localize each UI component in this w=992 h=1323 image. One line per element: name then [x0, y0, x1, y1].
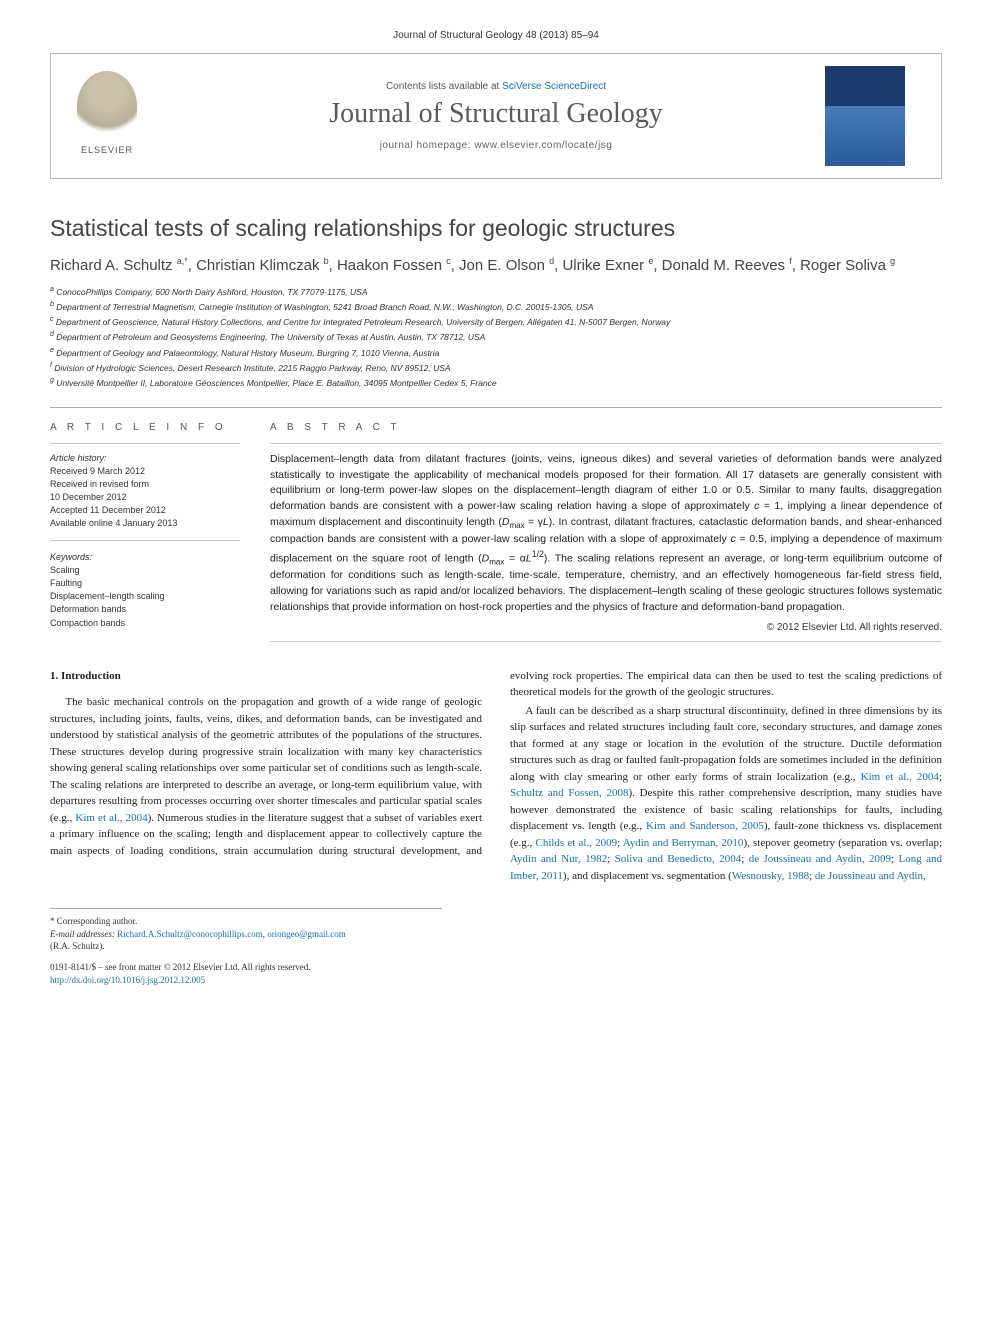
citation-link[interactable]: Kim et al., 2004 — [75, 812, 147, 824]
divider — [270, 641, 942, 642]
publisher-logo: ELSEVIER — [67, 71, 147, 161]
journal-name: Journal of Structural Geology — [183, 98, 809, 130]
abstract-column: A B S T R A C T Displacement–length data… — [270, 422, 942, 642]
history-line: Received 9 March 2012 — [50, 465, 240, 478]
text: ; — [891, 853, 899, 865]
email-link[interactable]: Richard.A.Schultz@conocophillips.com — [117, 929, 263, 939]
citation-link[interactable]: Soliva and Benedicto, 2004 — [615, 853, 742, 865]
section-heading: 1. Introduction — [50, 668, 482, 685]
affiliation-line: g Université Montpellier II, Laboratoire… — [50, 375, 942, 389]
affiliation-line: d Department of Petroleum and Geosystems… — [50, 329, 942, 343]
email-link[interactable]: oriongeo@gmail.com — [267, 929, 346, 939]
homepage-prefix: journal homepage: — [380, 140, 475, 151]
text: ; — [939, 771, 942, 783]
contents-line: Contents lists available at SciVerse Sci… — [183, 81, 809, 92]
article-title: Statistical tests of scaling relationshi… — [50, 215, 942, 242]
article-footer: 0191-8141/$ – see front matter © 2012 El… — [50, 961, 942, 986]
divider — [50, 407, 942, 408]
elsevier-tree-icon — [77, 71, 137, 141]
text: ; — [607, 853, 615, 865]
affiliation-line: e Department of Geology and Palaeontolog… — [50, 345, 942, 359]
author-ref: (R.A. Schultz). — [50, 940, 442, 953]
corresponding-footnote: * Corresponding author. E-mail addresses… — [50, 908, 442, 953]
history-line: Received in revised form — [50, 478, 240, 491]
citation-link[interactable]: Wesnousky, 1988 — [732, 870, 809, 882]
journal-cover-thumbnail — [825, 66, 905, 166]
citation-link[interactable]: Aydin and Berryman, 2010 — [623, 837, 744, 849]
keyword: Scaling — [50, 564, 240, 577]
article-info-column: A R T I C L E I N F O Article history: R… — [50, 422, 240, 642]
homepage-url: www.elsevier.com/locate/jsg — [474, 140, 612, 151]
citation-link[interactable]: Kim and Sanderson, 2005 — [646, 820, 764, 832]
info-abstract-row: A R T I C L E I N F O Article history: R… — [50, 422, 942, 642]
sciencedirect-link[interactable]: SciVerse ScienceDirect — [502, 81, 606, 92]
authors-list: Richard A. Schultz a,*, Christian Klimcz… — [50, 256, 942, 274]
keyword: Compaction bands — [50, 617, 240, 630]
divider — [270, 443, 942, 444]
abstract-text: Displacement–length data from dilatant f… — [270, 452, 942, 616]
keyword: Displacement–length scaling — [50, 590, 240, 603]
text: ; — [741, 853, 749, 865]
affiliation-line: c Department of Geoscience, Natural Hist… — [50, 314, 942, 328]
keyword: Deformation bands — [50, 603, 240, 616]
citation-link[interactable]: de Joussineau and Aydin, — [815, 870, 926, 882]
citation-link[interactable]: Schultz and Fossen, 2008 — [510, 787, 628, 799]
abstract-header: A B S T R A C T — [270, 422, 942, 433]
text: The basic mechanical controls on the pro… — [50, 696, 482, 824]
body-text: 1. Introduction The basic mechanical con… — [50, 668, 942, 885]
paragraph: A fault can be described as a sharp stru… — [510, 703, 942, 885]
citation-link[interactable]: Childs et al., 2009 — [535, 837, 617, 849]
abstract-copyright: © 2012 Elsevier Ltd. All rights reserved… — [270, 622, 942, 633]
affiliation-line: a ConocoPhillips Company, 600 North Dair… — [50, 284, 942, 298]
header-center: Contents lists available at SciVerse Sci… — [183, 81, 809, 151]
text: ), and displacement vs. segmentation ( — [563, 870, 732, 882]
issn-copyright: 0191-8141/$ – see front matter © 2012 El… — [50, 961, 942, 974]
affiliation-line: f Division of Hydrologic Sciences, Deser… — [50, 360, 942, 374]
divider — [50, 443, 240, 444]
journal-reference: Journal of Structural Geology 48 (2013) … — [50, 30, 942, 41]
email-label: E-mail addresses: — [50, 929, 115, 939]
keywords-label: Keywords: — [50, 551, 240, 564]
header-box: ELSEVIER Contents lists available at Sci… — [50, 53, 942, 179]
article-history: Article history: Received 9 March 2012Re… — [50, 452, 240, 630]
history-line: 10 December 2012 — [50, 491, 240, 504]
text: ), stepover geometry (separation vs. ove… — [743, 837, 942, 849]
citation-link[interactable]: Aydin and Nur, 1982 — [510, 853, 607, 865]
history-line: Accepted 11 December 2012 — [50, 504, 240, 517]
divider — [50, 540, 240, 541]
doi-link[interactable]: http://dx.doi.org/10.1016/j.jsg.2012.12.… — [50, 975, 205, 985]
publisher-name: ELSEVIER — [81, 145, 133, 155]
affiliation-line: b Department of Terrestrial Magnetism, C… — [50, 299, 942, 313]
citation-link[interactable]: Kim et al., 2004 — [861, 771, 939, 783]
corresponding-label: * Corresponding author. — [50, 915, 442, 928]
homepage-line: journal homepage: www.elsevier.com/locat… — [183, 140, 809, 151]
contents-prefix: Contents lists available at — [386, 81, 502, 92]
article-info-header: A R T I C L E I N F O — [50, 422, 240, 433]
keyword: Faulting — [50, 577, 240, 590]
history-label: Article history: — [50, 452, 240, 465]
affiliations: a ConocoPhillips Company, 600 North Dair… — [50, 284, 942, 389]
citation-link[interactable]: de Joussineau and Aydin, 2009 — [749, 853, 891, 865]
history-line: Available online 4 January 2013 — [50, 517, 240, 530]
